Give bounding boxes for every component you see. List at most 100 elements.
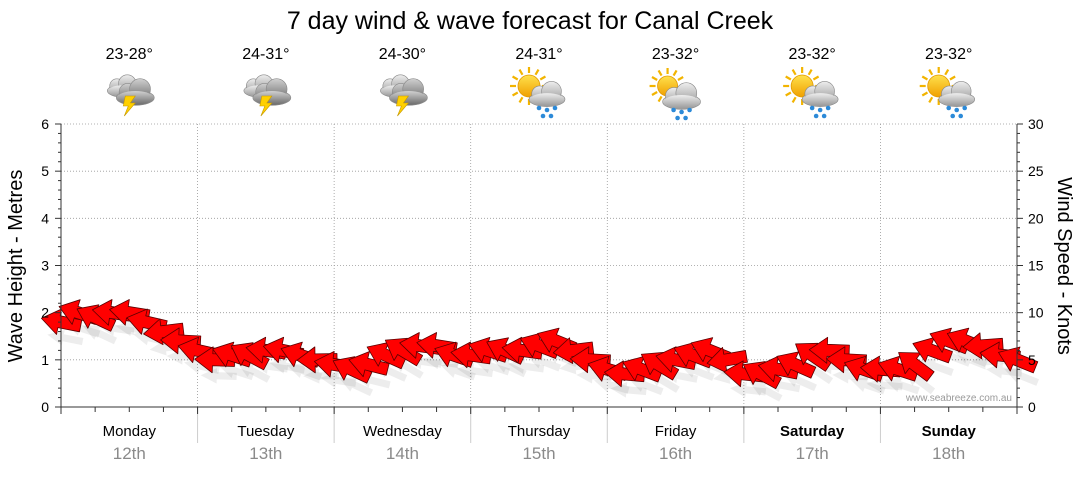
arrow-shadow — [1004, 367, 1040, 386]
sun-ray — [807, 68, 813, 76]
sun-ray — [534, 68, 540, 76]
y-right-tick-label: 25 — [1028, 163, 1044, 179]
sun-ray — [511, 91, 519, 97]
rain-drop — [809, 105, 815, 111]
rain-drop — [954, 107, 960, 113]
rain-drop — [540, 113, 546, 119]
arrow-shadow — [729, 382, 767, 398]
y-right-tick-label: 30 — [1028, 116, 1044, 132]
sun-shower-icon — [510, 67, 566, 119]
arrow-shadow — [628, 377, 664, 396]
sun-ray — [928, 68, 934, 76]
sun-ray — [651, 91, 658, 96]
y-left-tick-label: 4 — [41, 210, 49, 226]
temperature-labels: 23-28° 24-31° 24-30° 24-31° 23-32° 23-32° 23-3… — [106, 46, 973, 63]
y-left-tick-label: 2 — [41, 305, 49, 321]
sun-ray — [791, 96, 797, 104]
rain-drop — [946, 105, 952, 111]
arrow-shadow — [850, 377, 886, 395]
day-label: Monday — [103, 423, 157, 440]
watermark: www.seabreeze.com.au — [905, 393, 1012, 404]
lightning-bolt — [122, 95, 136, 117]
gridlines — [61, 123, 1017, 443]
arrow-shadow — [610, 382, 647, 398]
y-left-tick-label: 3 — [41, 258, 49, 274]
sun-ray — [921, 91, 929, 97]
arrow-shadow — [218, 363, 254, 381]
axes: 0 1 2 3 4 5 6 0 5 10 15 20 25 30 — [41, 116, 1044, 415]
lightning-bolt — [259, 95, 273, 117]
y-right-tick-label: 10 — [1028, 305, 1044, 321]
sun-ray — [928, 96, 934, 104]
wind-arrow — [384, 337, 424, 367]
sun-ray — [657, 69, 663, 77]
arrow-shadow — [986, 363, 1023, 379]
rain-drop — [825, 105, 831, 111]
rain-drop — [813, 113, 819, 119]
y-left-tick-label: 1 — [41, 352, 49, 368]
sun-ray — [791, 68, 797, 76]
sun-ray — [812, 75, 820, 81]
day-label: Wednesday — [363, 423, 442, 440]
thunderstorm-icon — [243, 74, 292, 117]
lightning-bolt — [396, 95, 410, 117]
arrow-shadow — [593, 377, 630, 394]
sun-ray — [657, 95, 663, 103]
rain-drop — [958, 113, 964, 119]
arrow-shadow — [200, 367, 237, 384]
day-label: Friday — [655, 423, 697, 440]
date-label: 13th — [249, 444, 282, 463]
thunderstorm-icon — [106, 74, 155, 117]
sun-ray — [944, 68, 950, 76]
sun-ray — [672, 69, 678, 77]
wind-arrow — [640, 351, 680, 381]
wind-arrow — [898, 352, 935, 382]
arrow-shadow — [576, 367, 613, 384]
arrow-shadow — [918, 358, 954, 376]
day-label: Saturday — [780, 423, 845, 440]
y-right-tick-label: 5 — [1028, 352, 1036, 368]
temperature-label: 23-28° — [106, 46, 153, 63]
wind-arrows — [40, 299, 1039, 390]
sun-ray — [677, 76, 684, 81]
cloud-part — [939, 93, 974, 106]
temperature-label: 23-32° — [788, 46, 835, 63]
rain-drop — [683, 115, 688, 121]
rain-drop — [675, 115, 680, 121]
rain-drop — [687, 107, 692, 113]
y-left-tick-label: 0 — [41, 399, 49, 415]
y-right-tick-label: 20 — [1028, 210, 1044, 226]
sun-ray — [949, 75, 956, 81]
rain-drop — [962, 105, 968, 111]
rain-drop — [671, 107, 676, 113]
wind-arrow — [808, 336, 850, 364]
wind-arrow — [912, 337, 953, 364]
temperature-label: 23-32° — [925, 46, 972, 63]
cloud-part — [117, 91, 154, 105]
rain-drop — [552, 105, 558, 111]
wind-arrow — [742, 361, 782, 390]
sun-ray — [651, 76, 658, 81]
arrow-shadow — [236, 362, 271, 383]
rain-drop — [679, 109, 684, 115]
cloud-part — [803, 93, 838, 106]
wind-arrow — [776, 351, 817, 379]
date-label: 12th — [113, 444, 146, 463]
day-label: Tuesday — [237, 423, 294, 440]
sun-shower-icon — [783, 67, 839, 119]
arrow-shadow — [884, 377, 920, 395]
sun-ray — [539, 75, 547, 81]
cloud-part — [663, 95, 700, 109]
arrow-shadow — [749, 381, 783, 402]
partly-cloudy-shower-icon — [649, 68, 701, 121]
sun-ray — [785, 75, 792, 81]
cloud-part — [253, 91, 290, 105]
arrow-shadow — [866, 377, 903, 393]
rain-drop — [821, 113, 827, 119]
y-left-tick-label: 5 — [41, 163, 49, 179]
y-axis-label-right: Wind Speed - Knots — [1053, 177, 1075, 355]
arrow-shadow — [492, 358, 527, 378]
temperature-label: 24-30° — [379, 46, 426, 63]
